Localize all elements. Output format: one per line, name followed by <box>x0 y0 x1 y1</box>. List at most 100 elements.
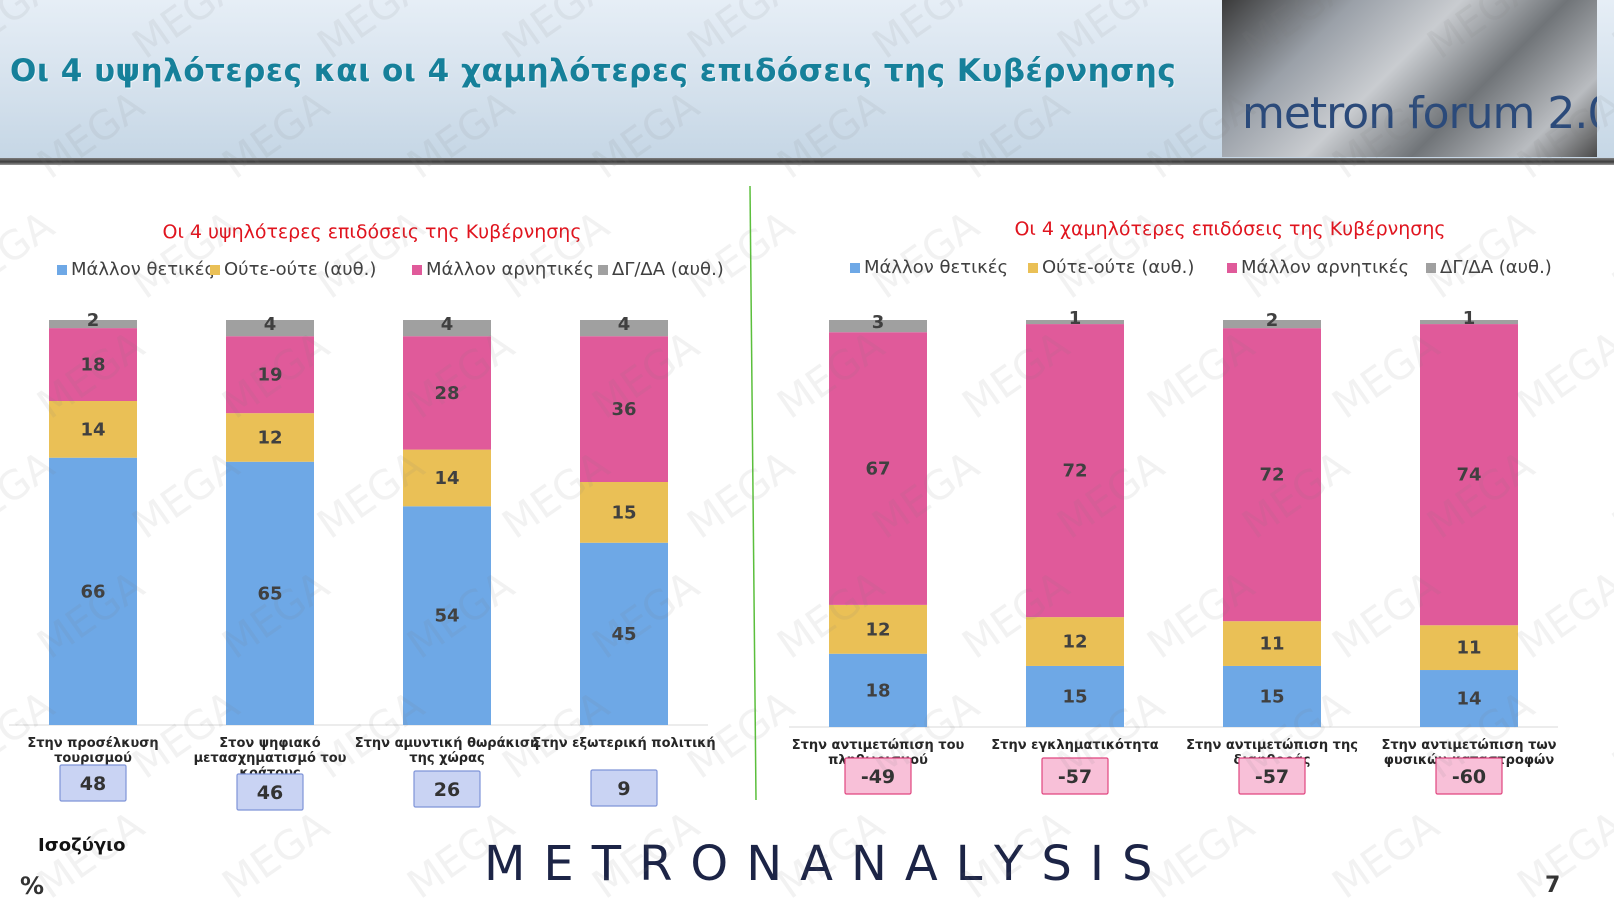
data-label: 14 <box>80 419 105 440</box>
legend-swatch <box>1227 263 1237 273</box>
data-label: 1 <box>1069 308 1082 329</box>
data-label: 19 <box>257 365 282 386</box>
legend-swatch <box>210 265 220 275</box>
bar-segment <box>49 328 137 401</box>
balance-value: -49 <box>861 766 895 788</box>
data-label: 4 <box>441 314 454 335</box>
bar-segment <box>580 320 668 337</box>
balance-value: -57 <box>1058 766 1092 788</box>
bar-segment <box>226 320 314 337</box>
logo-text: metron forum 2.0 <box>1242 88 1597 139</box>
bar-segment <box>49 401 137 458</box>
balance-box <box>1435 757 1503 795</box>
bar-segment <box>1026 617 1124 666</box>
chart-title: Οι 4 χαμηλότερες επιδόσεις της Κυβέρνηση… <box>1014 218 1445 240</box>
bar-segment <box>49 457 137 725</box>
data-label: 2 <box>1266 310 1279 331</box>
bar-segment <box>403 449 491 507</box>
bar-segment <box>829 604 927 654</box>
category-label: Στην εγκληματικότητα <box>991 738 1158 753</box>
chart-title: Οι 4 υψηλότερες επιδόσεις της Κυβέρνησης <box>162 221 581 243</box>
category-label: μετασχηματισμό του <box>194 751 347 766</box>
bar-segment <box>1026 320 1124 325</box>
legend: Μάλλον θετικές Ούτε-ούτε (αυθ.) Μάλλον αρν… <box>57 259 724 280</box>
legend-swatch <box>598 265 608 275</box>
legend-label: Ούτε-ούτε (αυθ.) <box>224 259 376 280</box>
data-label: 11 <box>1456 638 1481 659</box>
legend-label: ΔΓ/ΔΑ (αυθ.) <box>612 259 724 280</box>
data-label: 72 <box>1062 461 1087 482</box>
page-title: Οι 4 υψηλότερες και οι 4 χαμηλότερες επι… <box>10 53 1177 89</box>
page-number: 7 <box>1545 873 1561 898</box>
data-label: 2 <box>87 310 100 331</box>
legend-label: ΔΓ/ΔΑ (αυθ.) <box>1440 257 1552 278</box>
data-label: 15 <box>611 502 636 523</box>
bar-segment <box>829 320 927 333</box>
balance-value: -60 <box>1452 766 1486 788</box>
legend-swatch <box>1028 263 1038 273</box>
data-label: 66 <box>80 581 105 602</box>
brand-logo: METRONANALYSIS <box>484 836 1171 892</box>
balance-box <box>844 757 912 795</box>
balance-value: 46 <box>257 782 283 804</box>
balance-box <box>1238 757 1306 795</box>
bar-segment <box>1223 621 1321 666</box>
bar-segment <box>1223 320 1321 329</box>
chart-divider <box>749 185 757 801</box>
category-label: Στην αντιμετώπιση των <box>1381 738 1556 753</box>
category-label: Στην αντιμετώπιση του <box>792 738 965 753</box>
data-label: 4 <box>618 314 631 335</box>
data-label: 1 <box>1463 308 1476 329</box>
data-label: 18 <box>865 680 890 701</box>
bar-segment <box>1420 324 1518 626</box>
legend-label: Μάλλον αρνητικές <box>426 259 594 280</box>
data-label: 36 <box>611 399 636 420</box>
bar-segment <box>580 336 668 482</box>
legend-label: Μάλλον θετικές <box>864 257 1008 278</box>
balance-value: 26 <box>434 779 460 801</box>
category-label: Στην αντιμετώπιση της <box>1186 738 1358 753</box>
balance-box <box>1041 757 1109 795</box>
data-label: 45 <box>611 624 636 645</box>
legend-label: Ούτε-ούτε (αυθ.) <box>1042 257 1194 278</box>
data-label: 65 <box>257 583 282 604</box>
legend: Μάλλον θετικές Ούτε-ούτε (αυθ.) Μάλλον αρν… <box>850 257 1552 278</box>
balance-value: -57 <box>1255 766 1289 788</box>
data-label: 12 <box>1062 632 1087 653</box>
data-label: 14 <box>1456 689 1481 710</box>
data-label: 4 <box>264 314 277 335</box>
metron-forum-logo: metron forum 2.0 <box>1222 0 1597 157</box>
data-label: 14 <box>434 468 459 489</box>
bar-segment <box>1420 320 1518 325</box>
bar-segment <box>403 506 491 725</box>
data-label: 11 <box>1259 634 1284 655</box>
data-label: 74 <box>1456 465 1481 486</box>
category-label: της χώρας <box>409 751 484 766</box>
bar-segment <box>829 332 927 605</box>
category-label: τουρισμού <box>54 751 132 766</box>
balance-value: 9 <box>617 778 630 800</box>
balance-label: Ισοζύγιο <box>38 835 126 856</box>
bar-segment <box>226 413 314 462</box>
chart-1: Οι 4 υψηλότερες επιδόσεις της Κυβέρνησης… <box>9 221 724 811</box>
category-label: Στην εξωτερική πολιτική <box>532 736 715 751</box>
bar-segment <box>226 461 314 725</box>
bar-segment <box>1420 670 1518 727</box>
bar-segment <box>1026 324 1124 618</box>
bar-segment <box>580 542 668 725</box>
legend-label: Μάλλον θετικές <box>71 259 215 280</box>
data-label: 28 <box>434 383 459 404</box>
data-label: 12 <box>257 427 282 448</box>
bar-segment <box>1420 625 1518 671</box>
data-label: 67 <box>865 459 890 480</box>
data-label: 12 <box>865 619 890 640</box>
legend-swatch <box>412 265 422 275</box>
bar-segment <box>49 320 137 329</box>
balance-box <box>236 773 304 811</box>
balance-box <box>413 770 481 808</box>
legend-swatch <box>1426 263 1436 273</box>
header-divider <box>0 158 1614 165</box>
chart-2: Οι 4 χαμηλότερες επιδόσεις της Κυβέρνηση… <box>789 218 1558 795</box>
bar-segment <box>1223 665 1321 727</box>
